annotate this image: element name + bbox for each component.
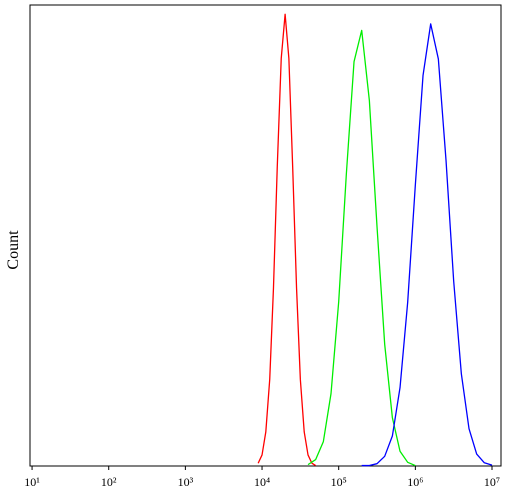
y-axis-label: Count (5, 230, 22, 270)
x-tick-label: 10⁷ (484, 475, 500, 489)
x-tick-label: 10³ (178, 475, 194, 489)
histogram-line (257, 13, 317, 467)
x-tick-label: 10¹ (24, 475, 40, 489)
histogram-line (307, 29, 416, 467)
x-tick-label: 10² (101, 475, 117, 489)
x-tick-label: 10⁴ (254, 475, 270, 489)
x-tick-label: 10⁵ (331, 475, 347, 489)
plot-frame (29, 4, 502, 467)
histogram-line (361, 23, 493, 467)
x-tick-label: 10⁶ (407, 475, 423, 489)
